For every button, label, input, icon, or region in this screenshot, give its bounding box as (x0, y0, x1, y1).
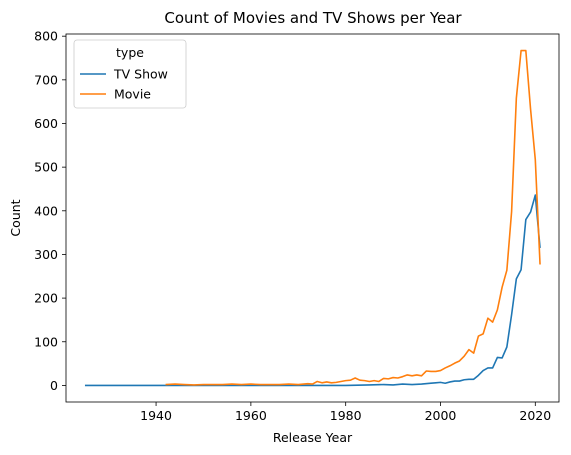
y-tick-label: 700 (34, 72, 58, 87)
y-tick-label: 400 (34, 203, 58, 218)
series-layer (84, 49, 541, 387)
axes-layer: 1940 1960 1980 2000 2020 0 100 200 300 400 500 600 7… (34, 29, 551, 423)
plot-frame (65, 33, 560, 403)
y-axis-label: Count (8, 199, 23, 236)
legend-box (73, 39, 187, 109)
x-axis-label: Release Year (273, 430, 353, 445)
series-line-movie (165, 49, 541, 386)
chart-title: Count of Movies and TV Shows per Year (164, 9, 462, 27)
x-tick-label: 2020 (519, 408, 551, 423)
x-tick-label: 1940 (140, 408, 172, 423)
y-tick-label: 600 (34, 116, 58, 131)
y-tick-label: 300 (34, 247, 58, 262)
y-tick-label: 500 (34, 160, 58, 175)
y-tick-label: 800 (34, 29, 58, 44)
y-tick-label: 200 (34, 291, 58, 306)
legend-entry-label: TV Show (113, 67, 168, 82)
legend-entry-label: Movie (114, 87, 151, 102)
series-line-tv-show (84, 194, 541, 387)
x-tick-label: 1980 (330, 408, 362, 423)
legend: type TV Show Movie (73, 39, 187, 109)
x-tick-label: 2000 (425, 408, 457, 423)
x-tick-label: 1960 (235, 408, 267, 423)
y-tick-label: 100 (34, 334, 58, 349)
y-tick-label: 0 (50, 378, 58, 393)
legend-title: type (116, 45, 144, 60)
